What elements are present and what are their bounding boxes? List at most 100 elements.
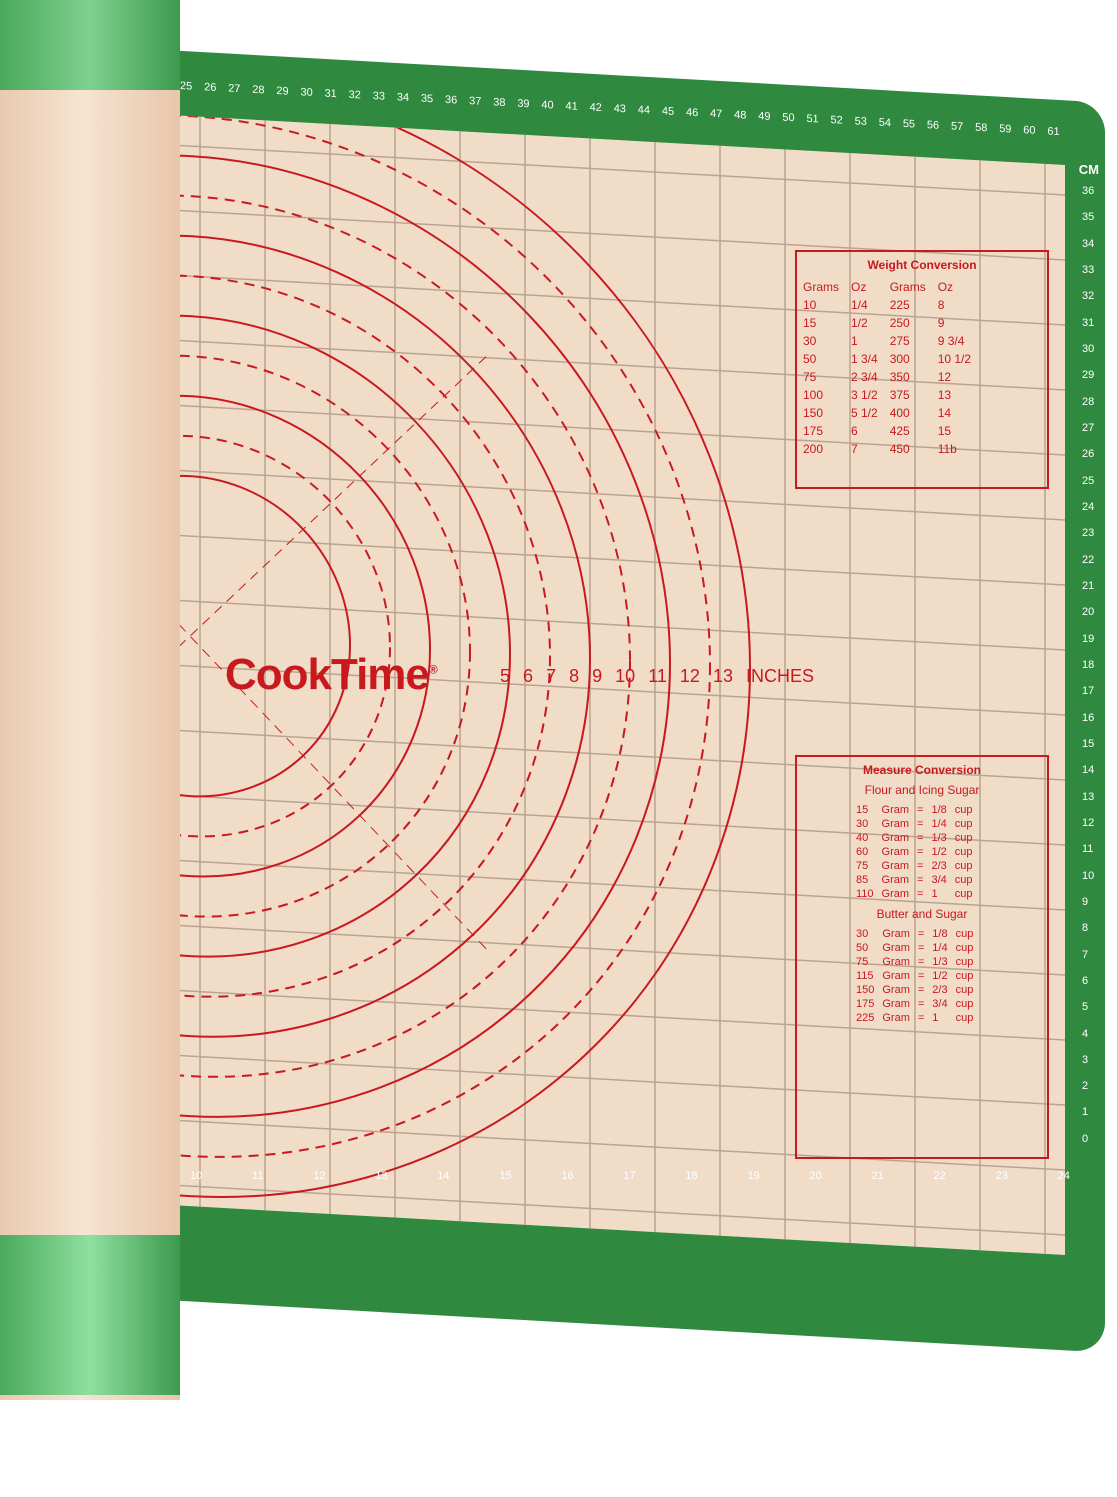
table-cell: cup	[954, 804, 973, 816]
ruler-number: 38	[493, 96, 506, 110]
ruler-number: 21	[871, 1170, 884, 1182]
inches-unit: INCHES	[746, 666, 815, 686]
grid-line	[170, 469, 1065, 521]
table-cell: 1/8	[932, 928, 948, 940]
table-cell: =	[917, 818, 924, 830]
section-title: Butter and Sugar	[876, 907, 968, 921]
ruler-number: 59	[999, 122, 1012, 136]
table-cell: 425	[889, 424, 910, 438]
grid-line	[170, 404, 1065, 456]
measure-conversion-table: Measure Conversion Flour and Icing Sugar…	[795, 755, 1049, 1159]
table-cell: =	[917, 970, 925, 982]
inch-number: 7	[546, 666, 557, 686]
table-cell: Gram	[881, 874, 910, 886]
table-cell: 12	[937, 370, 952, 384]
table-cell: 40	[856, 832, 869, 844]
ruler-number: 8	[1082, 922, 1089, 935]
table-cell: cup	[955, 1012, 974, 1024]
section-title: Flour and Icing Sugar	[864, 783, 980, 797]
ruler-number: 58	[975, 121, 988, 135]
table-cell: 1/8	[931, 804, 947, 816]
table-cell: 3/4	[932, 998, 948, 1010]
roll-edge-bottom	[0, 1235, 180, 1395]
grid-line	[170, 274, 1065, 326]
ruler-number: 26	[1082, 448, 1095, 461]
ruler-number: 7	[1082, 948, 1089, 961]
ruler-number: 11	[1082, 843, 1094, 856]
template-circle	[170, 434, 391, 838]
ruler-number: 26	[204, 81, 217, 94]
brand-name: CookTime	[225, 650, 430, 699]
table-cell: 150	[803, 406, 824, 420]
ruler-number: 30	[300, 86, 313, 99]
weight-conversion-table: Weight Conversion Grams Oz Grams Oz 10 1/4 225…	[795, 250, 1049, 489]
table-cell: 3 1/2	[851, 388, 878, 402]
ruler-number: 20	[809, 1170, 822, 1182]
ruler-number: 4	[1082, 1027, 1089, 1040]
template-circle	[170, 274, 551, 998]
table-cell: 400	[889, 406, 910, 420]
table-cell: 8	[937, 298, 945, 312]
table-cell: =	[917, 888, 924, 900]
ruler-number: 15	[1082, 737, 1095, 750]
ruler-number: 49	[758, 110, 771, 123]
table-cell: Gram	[882, 942, 910, 954]
ruler-number: 32	[348, 88, 361, 102]
column-header: Oz	[851, 280, 867, 294]
rolled-mat	[0, 0, 180, 1400]
table-cell: =	[917, 998, 925, 1010]
bottom-ruler: 10 11 12 13 14 15 16 17 18 19 20 21 22 23 24	[190, 1170, 1070, 1260]
ruler-number: 36	[1082, 185, 1095, 197]
ruler-number: 22	[1082, 553, 1095, 566]
table-row: 10 1/4 225 8	[797, 296, 977, 314]
table-row: 50 1 3/4 300 10 1/2	[797, 350, 977, 368]
table-row: 150 Gram = 2/3 cup	[852, 983, 977, 997]
ruler-number: 33	[372, 90, 385, 103]
table-cell: 6	[851, 424, 858, 438]
registered-mark: ®	[428, 662, 438, 677]
template-circle	[170, 115, 711, 1158]
table-cell: 30	[856, 818, 869, 830]
ruler-number: 5	[1082, 1001, 1089, 1014]
ruler-number: 50	[782, 111, 795, 125]
column-header: Grams	[803, 280, 839, 294]
table-cell: 1/3	[931, 832, 947, 844]
ruler-number: 52	[830, 114, 843, 127]
table-cell: 3/4	[931, 874, 947, 886]
ruler-number: 56	[926, 119, 940, 132]
table-cell: 1/3	[932, 956, 948, 968]
table-cell: 200	[803, 442, 824, 456]
table-cell: 375	[889, 388, 910, 402]
table-cell: 115	[856, 970, 874, 982]
ruler-number: 55	[902, 117, 916, 131]
table-cell: Gram	[882, 956, 910, 968]
table-cell: =	[917, 860, 924, 872]
template-circle	[170, 354, 471, 918]
ruler-number: 14	[1082, 764, 1095, 777]
inch-number: 8	[569, 666, 580, 686]
grid-line	[170, 989, 1065, 1041]
ruler-number: 21	[1082, 579, 1095, 592]
table-cell: 1/2	[931, 846, 947, 858]
right-ruler: 36 35 34 33 32 31 30 29 28 27 26 25 24 23 22 21 20 19 18 17…	[1082, 185, 1107, 1145]
table-cell: 110	[856, 888, 874, 900]
table-cell: Gram	[882, 970, 910, 982]
ruler-number: 12	[1082, 816, 1095, 829]
table-cell: Gram	[882, 1012, 910, 1024]
ruler-number: 28	[1082, 395, 1095, 408]
inch-number: 5	[500, 666, 511, 686]
table-cell: 1/2	[851, 316, 868, 330]
table-cell: 275	[889, 334, 910, 348]
table-cell: 1	[851, 334, 858, 348]
table-cell: 9 3/4	[937, 334, 965, 348]
table-cell: 1 3/4	[851, 352, 878, 366]
table-cell: 85	[856, 874, 869, 886]
ruler-number: 23	[995, 1170, 1008, 1182]
ruler-number: 29	[276, 85, 289, 98]
ruler-number: 29	[1082, 369, 1095, 382]
brand-logo: CookTime®	[225, 650, 438, 700]
ruler-number: 48	[734, 109, 747, 122]
template-circle	[170, 115, 751, 1198]
ruler-number: 18	[1082, 658, 1095, 671]
ruler-number: 16	[561, 1170, 574, 1182]
